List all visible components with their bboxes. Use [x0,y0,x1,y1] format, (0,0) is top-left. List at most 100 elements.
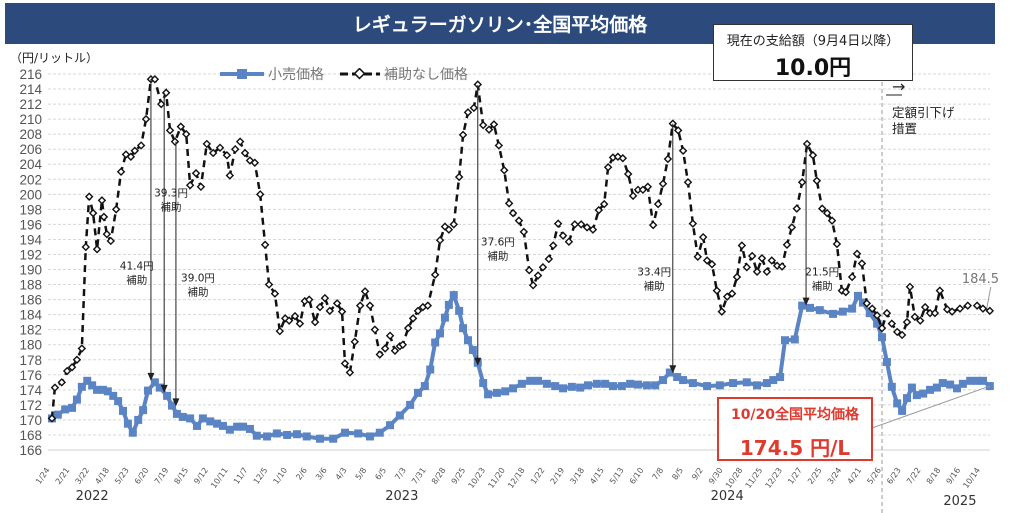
unsubsidized-price-marker [116,167,126,177]
unsubsidized-price-marker [84,192,94,201]
unsubsidized-price-marker [469,103,479,113]
unsubsidized-price-marker [484,125,494,134]
retail-price-marker [673,373,682,382]
x-tick-label: 12/5 [252,466,270,486]
unsubsidized-price-marker [398,340,408,349]
year-label: 2024 [711,489,744,504]
retail-price-marker [406,400,415,409]
unsubsidized-price-marker [985,306,995,316]
x-tick-label: 5/26 [865,466,883,486]
retail-price-marker [178,412,187,421]
unsubsidized-price-marker [643,182,653,192]
x-tick-label: 1/22 [529,466,547,486]
retail-price-marker [887,382,896,391]
unsubsidized-price-marker [385,331,395,340]
policy-note: → 定額引下げ 措置 [892,79,972,137]
unsubsidized-price-marker [310,317,320,327]
retail-price-marker [444,300,453,309]
y-tick-label: 176 [19,368,42,383]
unsubsidized-price-marker [867,304,877,313]
unsubsidized-price-marker [633,185,643,195]
unsubsidized-price-marker [653,199,663,209]
x-tick-label: 9/25 [450,466,468,486]
retail-price-marker [517,379,526,388]
retail-price-marker [426,365,435,374]
retail-price-marker [128,428,137,437]
unsubsidized-price-marker [340,359,350,368]
x-tick-label: 6/10 [628,466,646,486]
retail-price-marker [436,329,445,338]
unsubsidized-price-marker [403,323,413,333]
unsubsidized-price-marker [57,378,67,387]
retail-price-marker [978,376,987,385]
retail-price-marker [150,378,159,387]
retail-price-marker [283,430,292,439]
y-tick-label: 182 [19,323,42,338]
unsubsidized-price-marker [930,308,940,318]
unsubsidized-price-marker [673,126,683,135]
unsubsidized-price-marker [872,311,882,320]
retail-price-marker [479,379,488,388]
unsubsidized-price-marker [648,220,658,230]
x-tick-label: 6/20 [133,466,151,486]
x-tick-label: 2/6 [294,466,309,482]
retail-price-marker [526,376,535,385]
retail-price-marker [829,309,838,318]
unsubsidized-price-marker [365,301,375,310]
policy-note-line1: 定額引下げ [892,105,955,120]
unsubsidized-price-marker [902,317,912,327]
unsubsidized-price-marker [832,239,842,249]
subsidy-arrowhead-icon [669,365,677,374]
y-tick-label: 206 [19,142,42,157]
unsubsidized-price-marker [141,114,151,124]
retail-price-marker [790,335,799,344]
unsubsidized-price-marker [935,286,945,295]
y-tick-label: 166 [19,443,42,458]
policy-note-line2: 措置 [892,121,918,136]
retail-price-marker [873,319,882,328]
retail-price-marker [395,411,404,420]
retail-price-marker [163,391,172,400]
unsubsidized-price-marker [430,270,440,280]
unsubsidized-price-marker [215,143,225,152]
x-tick-label: 5/8 [354,466,369,482]
retail-price-marker [365,432,374,441]
retail-price-marker [109,391,118,400]
retail-price-marker [781,336,789,345]
y-tick-label: 202 [19,172,42,187]
retail-price-marker [658,376,667,385]
unsubsidized-price-marker [165,126,175,135]
unsubsidized-price-marker [599,199,609,209]
unsubsidized-price-marker [208,148,218,158]
unsubsidized-price-marker [717,307,727,316]
unsubsidized-price-marker [892,327,902,337]
retail-price-marker [213,419,222,428]
subsidy-amount-label: 39.0円 [181,273,215,285]
subsidy-label: 補助 [644,280,665,293]
unsubsidized-price-marker [544,254,554,264]
retail-price-marker [865,309,874,318]
current-subsidy-value: 10.0円 [774,56,852,81]
unsubsidized-price-marker [628,191,638,201]
legend-item-retail: 小売価格 [220,64,324,84]
unsubsidized-price-marker [99,212,109,222]
unsubsidized-price-marker [747,251,757,261]
unsubsidized-price-marker [752,267,762,277]
subsidy-label: 補助 [126,274,147,287]
unsubsidized-price-marker [978,304,988,313]
retail-price-marker [193,421,201,430]
unsubsidized-price-marker [315,302,325,312]
retail-price-marker [958,379,967,388]
unsubsidized-price-marker [722,292,732,301]
unsubsidized-price-marker [181,129,191,139]
unsubsidized-price-marker [454,172,464,182]
retail-price-marker [509,384,518,393]
unsubsidized-price-marker [862,299,872,308]
unsubsidized-price-marker [345,368,355,377]
unsubsidized-price-marker [264,280,274,289]
retail-price-marker [155,383,164,392]
unsubsidized-price-marker [925,308,935,318]
y-tick-label: 212 [19,97,42,112]
unsubsidized-price-marker [588,225,598,234]
unsubsidized-price-marker [72,355,82,365]
